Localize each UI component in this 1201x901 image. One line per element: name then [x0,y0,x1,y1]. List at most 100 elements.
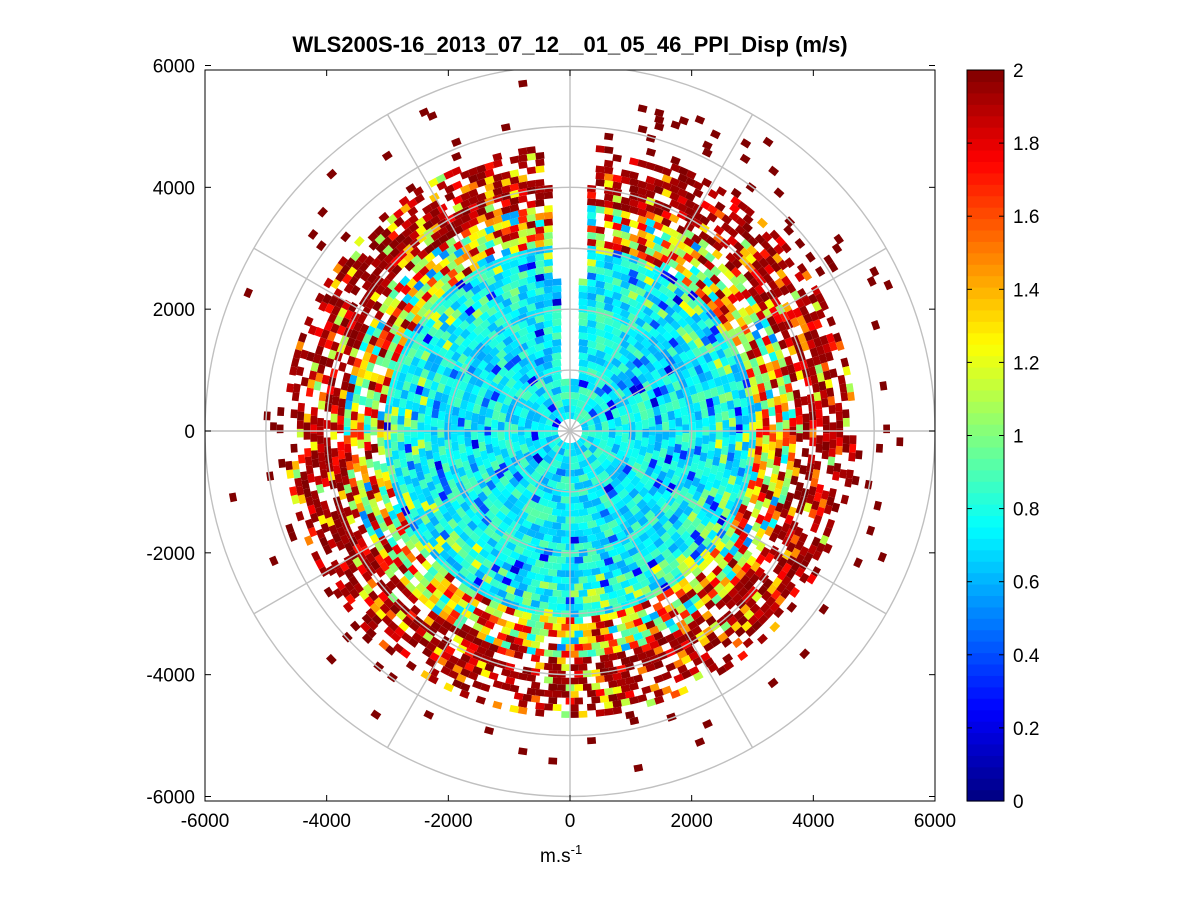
ppi-cell [781,275,792,287]
ppi-cell [630,475,641,487]
ppi-cell [401,293,413,305]
colorbar-level [967,732,1004,745]
ppi-cell [626,343,638,355]
ppi-cell [666,346,678,358]
ppi-cell [763,380,772,391]
ppi-cell [671,302,683,314]
ppi-cell [659,277,671,288]
ppi-cell [439,454,449,465]
ppi-cell [654,341,666,353]
ppi-cell [631,366,643,378]
ppi-cell [640,599,652,610]
ppi-cell [286,469,295,479]
ppi-cell [432,319,444,331]
ppi-cell [548,656,558,664]
ppi-cell [793,458,802,469]
ppi-cell [505,634,516,644]
ppi-cell [578,663,588,671]
ppi-cell [645,218,656,228]
ppi-cell [460,199,471,209]
ppi-cell [742,213,754,225]
colorbar-level [967,526,1004,539]
ppi-cell [789,586,800,598]
ppi-cell [468,188,479,198]
ppi-cell [459,689,470,699]
ppi-cell [556,569,566,578]
ppi-cell [767,450,776,460]
polar-grid-spoke [569,430,754,748]
ppi-cell [315,506,325,517]
ppi-cell [538,525,549,535]
ppi-cell [444,645,456,656]
ppi-cell [385,331,396,343]
ppi-cell [762,308,773,319]
ppi-cell [526,296,537,305]
ppi-cell [680,654,692,665]
ppi-cell [771,464,781,475]
ppi-cell [492,609,504,619]
ppi-cell [391,333,402,345]
ppi-cell [460,667,471,678]
ppi-cell [406,460,416,471]
ppi-cell [586,574,597,583]
ppi-cell [620,614,631,624]
ppi-cell [407,364,417,375]
ppi-cell [748,339,759,351]
ppi-cell [464,428,472,438]
ppi-cell [543,258,554,267]
ppi-cell [808,508,818,519]
ppi-cell [612,174,623,183]
ppi-cell [813,337,823,348]
ppi-cell [595,356,607,367]
ppi-cell [533,502,545,513]
ppi-cell [417,431,425,440]
polar-grid-spoke [569,247,887,432]
ppi-cell [539,615,549,623]
ppi-cell [332,464,341,475]
ppi-cell [542,389,554,400]
ppi-cell [578,345,589,354]
ppi-cell [468,374,479,386]
ppi-cell [712,479,722,490]
ppi-cell [768,165,780,177]
ppi-cell [802,413,810,423]
ppi-cell [680,406,689,417]
ppi-cell [517,181,528,190]
ppi-cell [424,243,435,255]
ppi-cell [683,614,695,626]
ppi-cell [375,608,387,620]
ppi-cell [400,519,411,531]
ppi-cell [607,504,619,515]
ppi-cell [450,593,462,605]
ppi-cell [601,383,613,395]
ppi-cell [349,347,359,358]
ppi-cell [670,319,682,331]
ppi-cell [637,180,648,190]
ppi-cell [338,361,347,372]
ppi-cell [607,390,619,402]
ppi-cell [591,594,601,603]
ppi-cell [548,595,558,604]
ppi-cell [383,295,394,307]
ppi-cell [757,491,767,503]
ppi-cell [270,422,277,431]
ppi-cell [310,415,318,425]
ppi-cell [766,458,775,469]
ppi-cell [490,460,501,472]
ppi-cell [453,397,462,408]
ppi-cell [397,406,406,417]
ppi-cell [461,460,472,471]
ppi-cell [320,328,331,340]
ppi-cell [590,459,602,471]
ppi-cell [461,542,473,554]
ppi-cell [381,286,393,298]
ppi-cell [407,593,419,605]
ppi-cell [332,263,344,274]
ppi-cell [312,498,322,509]
ppi-cell [561,711,570,718]
ppi-cell [521,625,532,634]
ppi-cell [517,236,528,245]
ppi-cell [682,433,690,443]
ppi-cell [655,376,666,388]
ppi-cell [425,582,437,594]
